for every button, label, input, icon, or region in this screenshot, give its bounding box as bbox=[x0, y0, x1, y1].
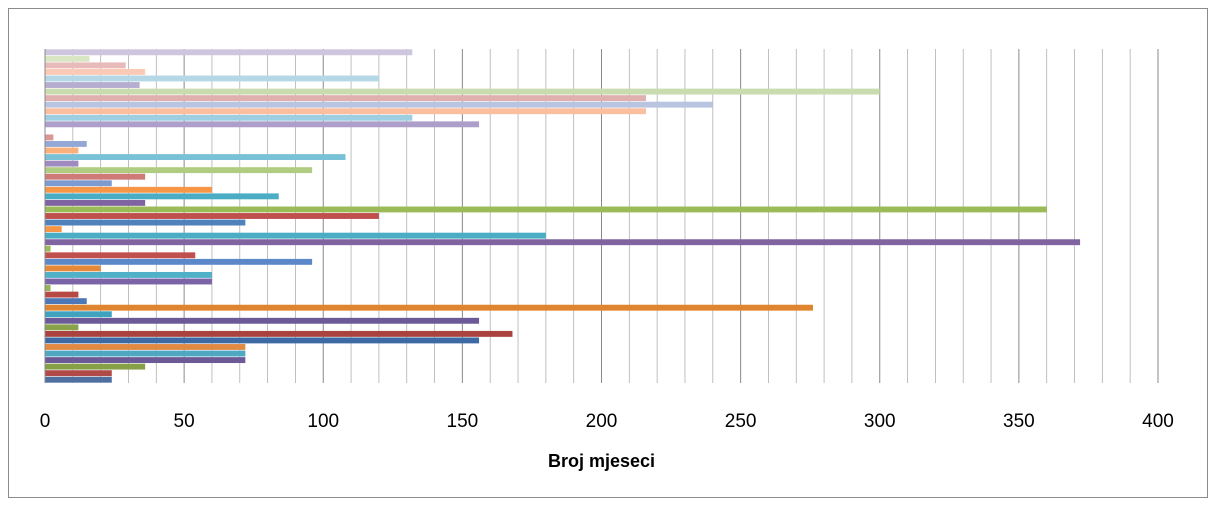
bar bbox=[45, 304, 813, 311]
x-tick-labels: 0 50 100 150 200 250 300 350 400 bbox=[40, 411, 1174, 432]
chart-frame: 0 50 100 150 200 250 300 350 400 Broj mjeseci bbox=[8, 8, 1208, 498]
bar bbox=[45, 82, 140, 88]
bar bbox=[45, 311, 112, 318]
x-tick-label: 50 bbox=[174, 411, 195, 432]
bar-chart: 0 50 100 150 200 250 300 350 400 Broj mjeseci bbox=[40, 49, 1174, 471]
bar bbox=[45, 49, 413, 56]
bar bbox=[45, 298, 87, 305]
bar bbox=[45, 337, 480, 344]
bar bbox=[45, 245, 51, 252]
bar bbox=[45, 167, 313, 174]
bar bbox=[45, 291, 79, 298]
bar bbox=[45, 95, 647, 102]
bar bbox=[45, 114, 413, 121]
x-tick-label: 150 bbox=[447, 411, 479, 432]
bar bbox=[45, 376, 112, 383]
bar bbox=[45, 252, 196, 259]
bar bbox=[45, 108, 647, 115]
bar bbox=[45, 357, 246, 364]
bar bbox=[45, 199, 146, 206]
bar bbox=[45, 350, 246, 357]
x-tick-label: 250 bbox=[725, 411, 757, 432]
bar bbox=[45, 317, 480, 324]
bar bbox=[45, 330, 513, 337]
x-tick-label: 400 bbox=[1142, 411, 1174, 432]
bar bbox=[45, 363, 146, 370]
bar bbox=[45, 344, 246, 350]
bar bbox=[45, 239, 1081, 246]
x-axis-title: Broj mjeseci bbox=[548, 451, 655, 471]
x-tick-label: 200 bbox=[586, 411, 618, 432]
bar bbox=[45, 193, 279, 200]
bar bbox=[45, 271, 212, 278]
bar bbox=[45, 141, 87, 147]
bar bbox=[45, 186, 212, 193]
bar bbox=[45, 219, 246, 226]
bar bbox=[45, 226, 62, 233]
bar bbox=[45, 55, 90, 62]
bar bbox=[45, 206, 1047, 213]
x-tick-label: 100 bbox=[307, 411, 339, 432]
x-tick-label: 350 bbox=[1003, 411, 1035, 432]
bar bbox=[45, 134, 54, 141]
x-tick-label: 0 bbox=[40, 411, 51, 432]
bar bbox=[45, 370, 112, 377]
bar bbox=[45, 278, 212, 285]
bar bbox=[45, 173, 146, 180]
bar bbox=[45, 147, 79, 154]
bar bbox=[45, 232, 546, 239]
bar bbox=[45, 213, 379, 219]
bar bbox=[45, 75, 379, 82]
bar bbox=[45, 180, 112, 187]
bar bbox=[45, 101, 713, 108]
bar bbox=[45, 121, 480, 128]
bar bbox=[45, 88, 880, 95]
bar bbox=[45, 265, 101, 272]
bar bbox=[45, 62, 126, 69]
x-tick-label: 300 bbox=[864, 411, 896, 432]
bar bbox=[45, 258, 313, 265]
bar bbox=[45, 160, 79, 167]
bars bbox=[45, 49, 1081, 383]
bar bbox=[45, 285, 51, 291]
bar bbox=[45, 324, 79, 331]
bar bbox=[45, 68, 146, 75]
bar bbox=[45, 154, 346, 161]
